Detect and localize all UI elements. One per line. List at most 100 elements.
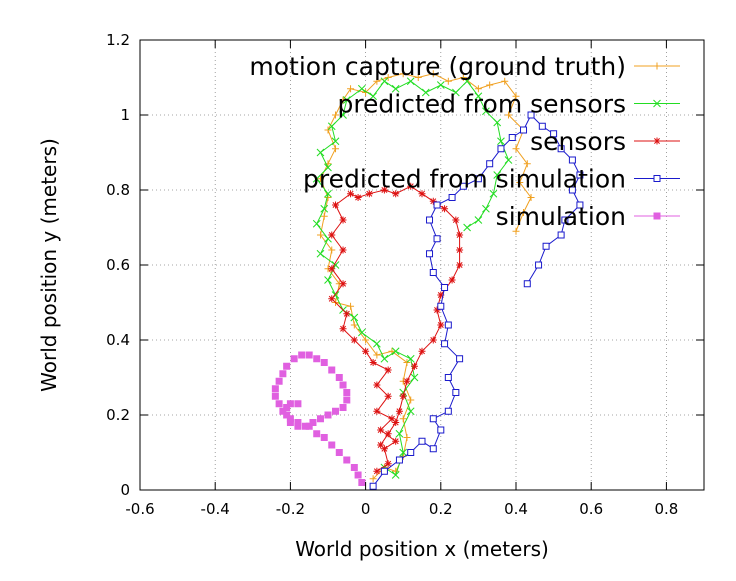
data-point (523, 160, 531, 168)
data-point (316, 148, 325, 157)
data-point (653, 62, 661, 70)
data-point (354, 194, 362, 201)
data-point (380, 354, 389, 363)
data-point (391, 347, 400, 356)
data-point (350, 321, 358, 329)
data-point (339, 325, 347, 333)
data-point (357, 328, 366, 337)
data-point (516, 179, 524, 186)
data-point (294, 422, 302, 430)
plot-series (271, 70, 584, 490)
data-point (365, 190, 373, 198)
y-tick-label: 0.4 (106, 331, 130, 349)
data-point (392, 419, 400, 426)
data-point (328, 366, 336, 374)
data-point (350, 336, 358, 344)
x-tick-label: 0 (361, 500, 371, 518)
data-point (501, 77, 509, 85)
data-point (332, 111, 340, 119)
grid (140, 40, 704, 490)
data-point (328, 231, 336, 239)
y-tick-label: 1.2 (106, 31, 130, 49)
data-point (403, 359, 411, 366)
data-point (384, 460, 392, 468)
data-point (369, 482, 377, 490)
legend-label: predicted from simulation (303, 165, 626, 194)
data-point (437, 321, 445, 329)
data-point (279, 407, 287, 415)
data-point (377, 426, 385, 434)
data-point (535, 261, 543, 269)
data-point (493, 171, 502, 179)
data-point (429, 445, 437, 453)
legend-item: predicted from sensors (337, 90, 680, 119)
data-point (407, 449, 415, 456)
data-point (448, 276, 456, 284)
data-point (653, 137, 661, 145)
data-point (410, 362, 418, 370)
data-point (407, 182, 415, 190)
data-point (444, 407, 452, 415)
data-point (316, 249, 325, 258)
data-point (358, 479, 366, 486)
data-point (384, 392, 392, 400)
data-point (429, 70, 437, 78)
legend-label: simulation (496, 202, 626, 231)
data-point (512, 227, 520, 235)
x-axis-title: World position x (meters) (295, 537, 549, 561)
data-point (305, 351, 313, 359)
data-point (429, 269, 437, 276)
data-point (576, 171, 584, 179)
data-point (347, 302, 355, 310)
data-point (429, 415, 437, 423)
data-point (497, 145, 505, 153)
data-point (474, 85, 482, 93)
data-point (286, 415, 294, 423)
data-point (482, 204, 490, 213)
data-point (527, 194, 535, 201)
data-point (433, 235, 441, 243)
data-point (493, 118, 502, 127)
data-point (542, 242, 550, 250)
data-point (320, 434, 328, 441)
data-point (512, 145, 520, 153)
series-line (319, 73, 532, 480)
y-axis-title: World position y (meters) (37, 138, 61, 392)
data-point (357, 84, 366, 93)
data-point (324, 163, 332, 172)
data-point (527, 111, 535, 119)
data-point (380, 186, 388, 194)
data-point (407, 396, 415, 404)
data-point (384, 366, 392, 374)
x-tick-label: 0.2 (429, 500, 453, 518)
data-point (459, 182, 467, 190)
legend-label: motion capture (ground truth) (249, 52, 626, 81)
data-point (343, 389, 351, 396)
data-point (459, 74, 467, 81)
data-point (448, 194, 456, 201)
data-point (339, 381, 347, 389)
data-point (437, 302, 445, 310)
legend: motion capture (ground truth) predicted f… (249, 52, 680, 231)
data-point (441, 205, 449, 213)
data-point (312, 174, 321, 183)
data-point (283, 362, 291, 370)
data-point (653, 175, 661, 182)
data-point (380, 467, 388, 475)
data-point (350, 313, 359, 322)
data-point (380, 445, 388, 453)
data-point (418, 437, 426, 445)
data-point (316, 415, 324, 423)
data-point (403, 377, 411, 385)
data-point (474, 175, 482, 183)
data-point (373, 77, 381, 85)
legend-item: simulation (496, 202, 680, 231)
data-point (373, 339, 381, 348)
data-point (403, 434, 411, 441)
x-tick-label: 0.8 (654, 500, 678, 518)
data-point (486, 160, 494, 168)
x-tick-label: 0.6 (579, 500, 603, 518)
axis-ticks: -0.6 -0.4 -0.2 0 0.2 0.4 0.6 0.8 0 0.2 0.4 0.6 0.8 1 1… (106, 31, 704, 518)
data-point (653, 212, 661, 220)
x-tick-label: -0.6 (125, 500, 154, 518)
